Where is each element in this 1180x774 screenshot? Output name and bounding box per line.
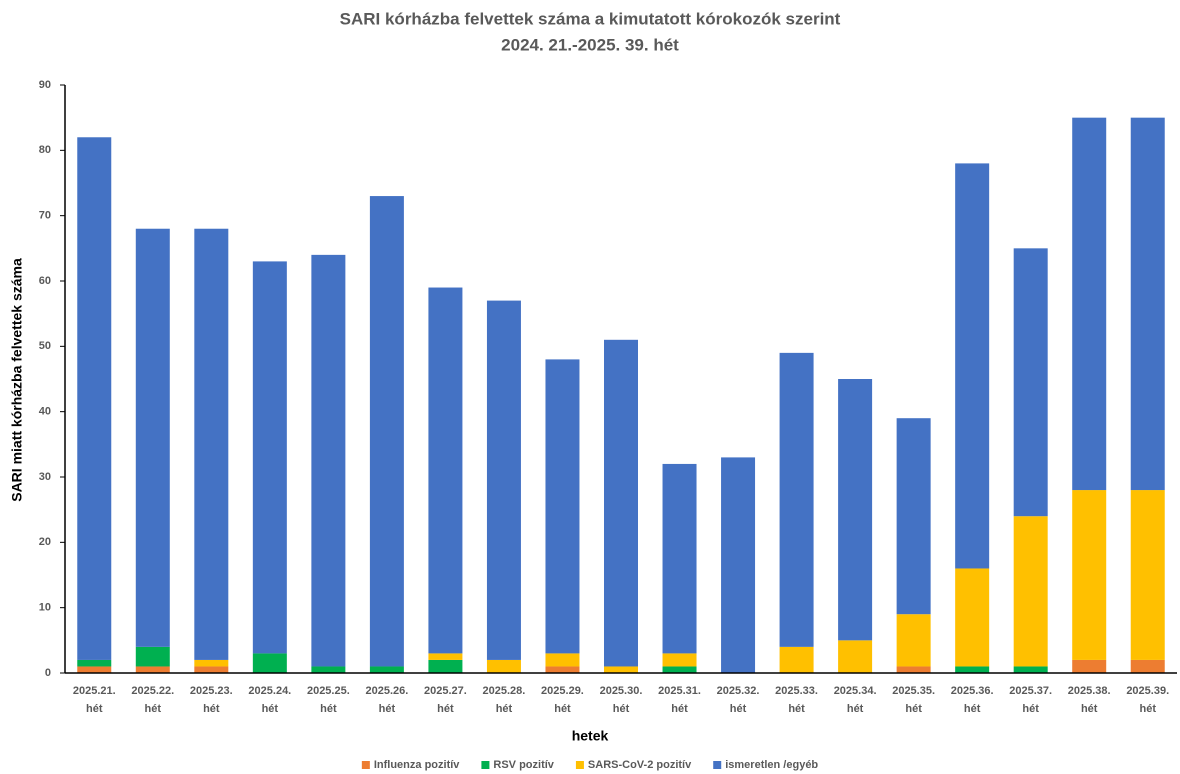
bar-segment xyxy=(1072,659,1107,673)
x-tick-label: 2025.30. hét xyxy=(600,685,643,715)
y-tick-label: 70 xyxy=(39,210,51,222)
x-tick-label: 2025.24. hét xyxy=(248,685,291,715)
y-tick-label: 50 xyxy=(39,340,51,352)
bar-segment xyxy=(1130,659,1165,673)
bar-segment xyxy=(1013,666,1048,673)
bar-segment xyxy=(779,646,814,673)
legend-item: SARS-CoV-2 pozitív xyxy=(575,759,692,771)
x-tick-label: 2025.35. hét xyxy=(892,685,935,715)
y-axis-title: SARI miatt kórházba felvettek száma xyxy=(9,258,25,502)
legend-label: RSV pozitív xyxy=(493,759,554,771)
x-tick-label: 2025.21. hét xyxy=(73,685,116,715)
x-tick-label: 2025.33. hét xyxy=(775,685,818,715)
bar-segment xyxy=(838,640,873,673)
bar-segment xyxy=(252,653,287,673)
bar-segment xyxy=(428,653,463,660)
x-tick-label: 2025.38. hét xyxy=(1068,685,1111,715)
bar-segment xyxy=(194,659,229,667)
bar-segment xyxy=(77,659,112,667)
bar-segment xyxy=(779,352,814,647)
bar-segment xyxy=(428,659,463,673)
chart-subtitle: 2024. 21.-2025. 39. hét xyxy=(501,35,679,54)
y-tick-label: 60 xyxy=(39,275,51,287)
legend-swatch xyxy=(481,761,490,769)
legend-label: Influenza pozitív xyxy=(374,759,460,771)
bar-segment xyxy=(896,418,931,615)
bar-segment xyxy=(77,137,112,660)
x-tick-label: 2025.26. hét xyxy=(365,685,408,715)
legend-label: SARS-CoV-2 pozitív xyxy=(588,759,692,771)
legend-swatch xyxy=(713,761,722,769)
y-tick-label: 80 xyxy=(39,144,51,156)
bar-segment xyxy=(486,300,521,660)
bar-segment xyxy=(955,666,990,673)
legend-swatch xyxy=(575,761,584,769)
x-tick-label: 2025.34. hét xyxy=(834,685,877,715)
x-tick-label: 2025.25. hét xyxy=(307,685,350,715)
bar-segment xyxy=(135,666,170,673)
bar-segment xyxy=(311,254,346,667)
bar-segment xyxy=(194,228,229,660)
y-tick-label: 40 xyxy=(39,406,51,418)
bar-segment xyxy=(135,646,170,667)
bar-segment xyxy=(545,359,580,654)
bar-segment xyxy=(896,614,931,667)
bar-segment xyxy=(311,666,346,673)
bar-segment xyxy=(955,568,990,667)
x-tick-label: 2025.32. hét xyxy=(717,685,760,715)
bar-segment xyxy=(194,666,229,673)
bar-segment xyxy=(1013,516,1048,667)
x-tick-label: 2025.28. hét xyxy=(483,685,526,715)
legend-label: ismeretlen /egyéb xyxy=(725,759,818,771)
x-tick-label: 2025.31. hét xyxy=(658,685,701,715)
y-tick-label: 90 xyxy=(39,79,51,91)
x-tick-label: 2025.36. hét xyxy=(951,685,994,715)
bar-segment xyxy=(428,287,463,654)
bar-segment xyxy=(77,666,112,673)
bar-segment xyxy=(369,196,404,667)
bar-segment xyxy=(1130,490,1165,660)
bar-segment xyxy=(1072,490,1107,660)
x-tick-label: 2025.29. hét xyxy=(541,685,584,715)
bar-segment xyxy=(662,666,697,673)
y-tick-label: 30 xyxy=(39,471,51,483)
y-tick-label: 0 xyxy=(45,667,51,679)
legend-item: ismeretlen /egyéb xyxy=(713,759,818,771)
x-axis-title: hetek xyxy=(572,728,609,744)
bar-segment xyxy=(545,666,580,673)
x-tick-label: 2025.39. hét xyxy=(1126,685,1169,715)
bar-segment xyxy=(838,379,873,641)
x-tick-label: 2025.22. hét xyxy=(131,685,174,715)
bar-segment xyxy=(896,666,931,673)
x-tick-label: 2025.23. hét xyxy=(190,685,233,715)
bar-segment xyxy=(486,659,521,673)
bar-segment xyxy=(662,653,697,667)
legend-item: Influenza pozitív xyxy=(361,759,460,771)
bar-segment xyxy=(955,163,990,569)
y-tick-label: 10 xyxy=(39,602,51,614)
bar-segment xyxy=(545,653,580,667)
bar-segment xyxy=(721,457,756,673)
bar-segment xyxy=(662,463,697,654)
x-tick-label: 2025.27. hét xyxy=(424,685,467,715)
chart-title: SARI kórházba felvettek száma a kimutato… xyxy=(340,9,841,28)
bar-segment xyxy=(135,228,170,647)
bar-segment xyxy=(1130,117,1165,491)
bar-segment xyxy=(604,339,638,667)
bar-segment xyxy=(369,666,404,673)
y-tick-label: 20 xyxy=(39,536,51,548)
legend-swatch xyxy=(361,761,370,769)
bar-segment xyxy=(252,261,287,654)
legend-item: RSV pozitív xyxy=(481,759,555,771)
bar-segment xyxy=(1013,248,1048,517)
bar-segment xyxy=(604,666,638,673)
bar-segment xyxy=(1072,117,1107,491)
x-tick-label: 2025.37. hét xyxy=(1009,685,1052,715)
